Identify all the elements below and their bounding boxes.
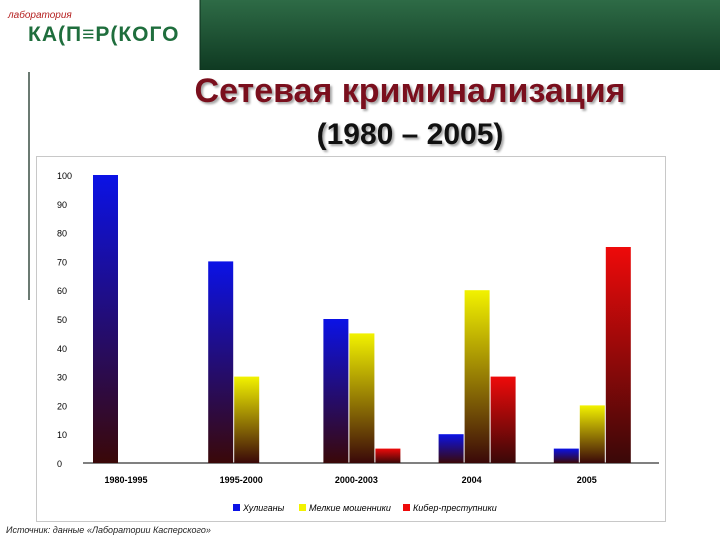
legend-swatch bbox=[403, 504, 410, 511]
bar-Мелкие мошенники bbox=[579, 405, 605, 463]
y-tick-label: 20 bbox=[57, 401, 67, 411]
x-tick-label: 2004 bbox=[462, 475, 482, 485]
kaspersky-logo: лаборатория КА(П≡Р(КОГО bbox=[6, 6, 186, 50]
bar-Хулиганы bbox=[438, 434, 464, 463]
header-band bbox=[28, 0, 720, 300]
bar-Мелкие мошенники bbox=[464, 290, 490, 463]
x-tick-label: 2005 bbox=[577, 475, 597, 485]
x-tick-label: 2000-2003 bbox=[335, 475, 378, 485]
bar-Хулиганы bbox=[553, 448, 579, 463]
logo-small-text: лаборатория bbox=[8, 10, 72, 21]
bar-Мелкие мошенники bbox=[234, 376, 260, 463]
slide-subtitle: (1980 – 2005) bbox=[316, 118, 504, 151]
y-tick-label: 60 bbox=[57, 286, 67, 296]
bar-chart: 0 10 20 30 40 50 60 70 80 90 100 1980-1995 1995-2000… bbox=[57, 171, 659, 513]
bar-Кибер-преступники bbox=[605, 247, 631, 463]
legend-label: Мелкие мошенники bbox=[309, 503, 391, 513]
y-tick-label: 50 bbox=[57, 315, 67, 325]
bar-Кибер-преступники bbox=[375, 448, 401, 463]
bar-Мелкие мошенники bbox=[349, 333, 375, 463]
y-tick-label: 0 bbox=[57, 459, 62, 469]
y-tick-label: 80 bbox=[57, 229, 67, 239]
slide-title: Сетевая криминализация bbox=[194, 72, 626, 110]
bar-Хулиганы bbox=[208, 261, 234, 463]
y-tick-label: 30 bbox=[57, 373, 67, 383]
y-tick-label: 100 bbox=[57, 171, 72, 181]
y-tick-label: 10 bbox=[57, 430, 67, 440]
y-tick-label: 40 bbox=[57, 344, 67, 354]
x-tick-label: 1980-1995 bbox=[104, 475, 147, 485]
legend-label: Хулиганы bbox=[242, 503, 285, 513]
legend-swatch bbox=[233, 504, 240, 511]
source-note: Источник: данные «Лаборатории Касперског… bbox=[6, 525, 211, 535]
legend-swatch bbox=[299, 504, 306, 511]
x-tick-label: 1995-2000 bbox=[220, 475, 263, 485]
bar-Кибер-преступники bbox=[490, 376, 516, 463]
y-tick-label: 70 bbox=[57, 257, 67, 267]
legend-label: Кибер-преступники bbox=[413, 503, 497, 513]
logo-main-text: КА(П≡Р(КОГО bbox=[28, 23, 180, 46]
bar-Хулиганы bbox=[323, 319, 349, 463]
chart-area: 0 10 20 30 40 50 60 70 80 90 100 1980-1995 1995-2000… bbox=[36, 156, 666, 522]
y-tick-label: 90 bbox=[57, 200, 67, 210]
bar-Хулиганы bbox=[93, 175, 118, 463]
